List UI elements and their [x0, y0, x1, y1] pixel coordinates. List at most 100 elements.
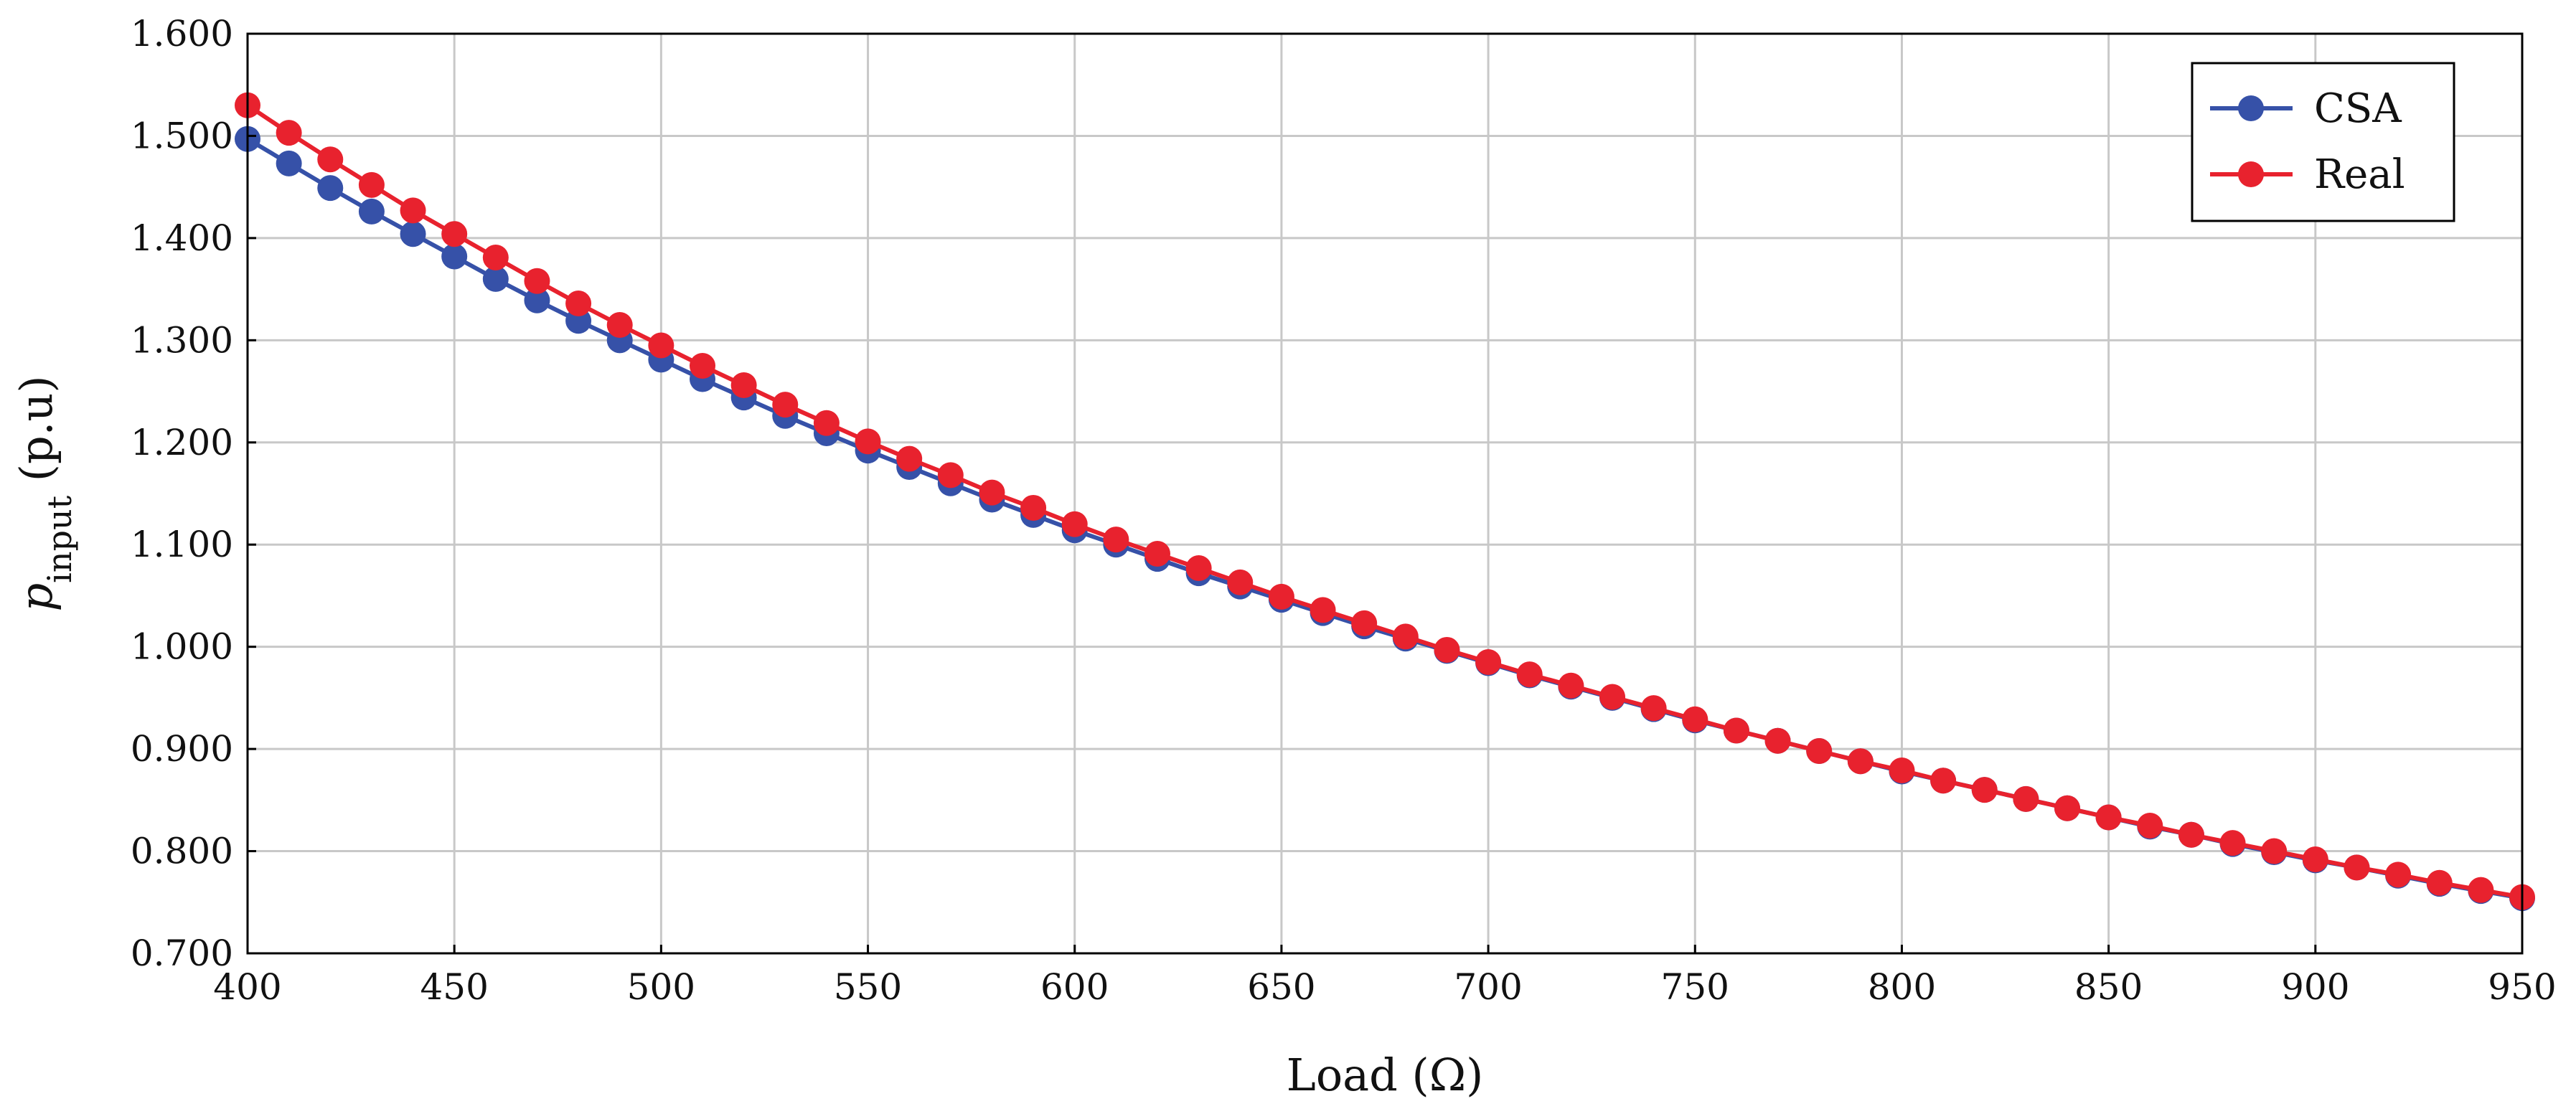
data-point: [2178, 821, 2204, 848]
data-point: [317, 175, 344, 202]
data-point: [1144, 541, 1170, 567]
data-point: [1723, 717, 1749, 744]
data-point: [1847, 748, 1874, 775]
data-point: [2137, 812, 2163, 839]
data-point: [2095, 804, 2122, 831]
y-axis-ticks: 0.700 0.800 0.900 1.000 1.100 1.200 1.300 1.400…: [131, 13, 256, 974]
data-point: [1558, 672, 1584, 699]
data-point: [1516, 661, 1543, 688]
data-point: [1806, 737, 1833, 764]
data-point: [400, 197, 426, 224]
data-point: [1392, 623, 1419, 650]
data-point: [855, 428, 881, 455]
x-axis-ticks: 400 450 500 550 600 650 700 750 800 850 900 950: [213, 945, 2557, 1008]
y-tick-label: 1.500: [131, 115, 233, 156]
data-point: [276, 150, 302, 176]
data-point: [441, 243, 468, 270]
x-tick-label: 500: [627, 966, 695, 1008]
data-point: [1268, 583, 1294, 610]
x-tick-label: 650: [1247, 966, 1315, 1008]
x-tick-label: 850: [2074, 966, 2143, 1008]
data-point: [482, 265, 509, 292]
y-tick-label: 1.600: [131, 13, 233, 55]
series-csa: [235, 126, 2535, 912]
grid: [246, 32, 2524, 955]
data-point: [1185, 554, 1212, 581]
series-line: [246, 137, 2523, 901]
data-point: [2468, 877, 2494, 903]
data-point: [317, 146, 344, 173]
data-point: [1971, 777, 1998, 803]
data-point: [1227, 569, 1254, 595]
x-tick-label: 800: [1868, 966, 1936, 1008]
y-tick-label: 1.400: [131, 217, 233, 259]
data-point: [1599, 684, 1625, 710]
data-point: [2344, 854, 2370, 881]
data-point: [979, 479, 1005, 506]
data-point: [772, 392, 799, 418]
x-tick-label: 450: [420, 966, 488, 1008]
x-tick-label: 600: [1040, 966, 1109, 1008]
y-tick-label: 1.200: [131, 422, 233, 463]
data-point: [937, 462, 964, 488]
data-point: [2426, 869, 2453, 896]
data-point: [276, 120, 302, 146]
data-point: [2302, 846, 2328, 872]
data-point: [2385, 862, 2412, 888]
y-axis-title-subscript: input: [40, 495, 79, 582]
data-point: [1682, 706, 1708, 732]
x-tick-label: 700: [1454, 966, 1522, 1008]
data-point: [1310, 597, 1336, 623]
data-point: [2054, 795, 2080, 821]
data-point: [730, 372, 757, 399]
legend-marker: [2238, 161, 2264, 187]
data-point: [1434, 636, 1460, 663]
y-tick-label: 1.100: [131, 524, 233, 565]
data-point: [524, 287, 550, 313]
legend-item-csa: CSA: [2210, 85, 2402, 132]
x-tick-label: 950: [2488, 966, 2556, 1008]
y-axis-title-suffix: (p.u): [10, 375, 62, 495]
data-point: [1351, 610, 1378, 636]
y-tick-label: 1.300: [131, 319, 233, 361]
y-tick-label: 0.800: [131, 831, 233, 872]
series-real: [235, 92, 2535, 910]
data-point: [524, 268, 550, 294]
y-axis-title-base: p: [10, 583, 62, 612]
data-point: [813, 410, 840, 436]
legend-marker: [2238, 95, 2264, 121]
y-tick-label: 1.000: [131, 626, 233, 668]
data-point: [565, 291, 592, 317]
data-point: [358, 171, 385, 198]
legend-label: CSA: [2314, 85, 2402, 132]
data-point: [400, 221, 426, 247]
data-point: [2013, 785, 2039, 812]
y-axis-title: pinput (p.u): [10, 375, 79, 611]
x-tick-label: 900: [2281, 966, 2349, 1008]
legend-box: [2191, 62, 2455, 222]
data-point: [1020, 494, 1047, 521]
data-point: [1103, 527, 1129, 553]
data-point: [896, 445, 923, 472]
x-tick-label: 400: [213, 966, 281, 1008]
data-point: [1640, 695, 1667, 722]
x-axis-title: Load (Ω): [1287, 1049, 1484, 1101]
plot-frame: [246, 32, 2524, 955]
x-tick-label: 750: [1661, 966, 1729, 1008]
data-point: [2261, 838, 2288, 864]
legend: CSA Real: [2191, 62, 2455, 222]
y-tick-label: 0.700: [131, 933, 233, 974]
data-point: [1764, 727, 1791, 754]
series-layer: [235, 92, 2535, 912]
data-point: [1930, 768, 1957, 794]
data-point: [1061, 511, 1088, 537]
data-point: [648, 332, 674, 359]
data-point: [1889, 757, 1915, 784]
legend-item-real: Real: [2210, 151, 2405, 198]
legend-label: Real: [2314, 151, 2405, 198]
data-point: [441, 221, 468, 247]
data-point: [690, 352, 715, 379]
y-tick-label: 0.900: [131, 728, 233, 770]
data-point: [358, 198, 385, 225]
